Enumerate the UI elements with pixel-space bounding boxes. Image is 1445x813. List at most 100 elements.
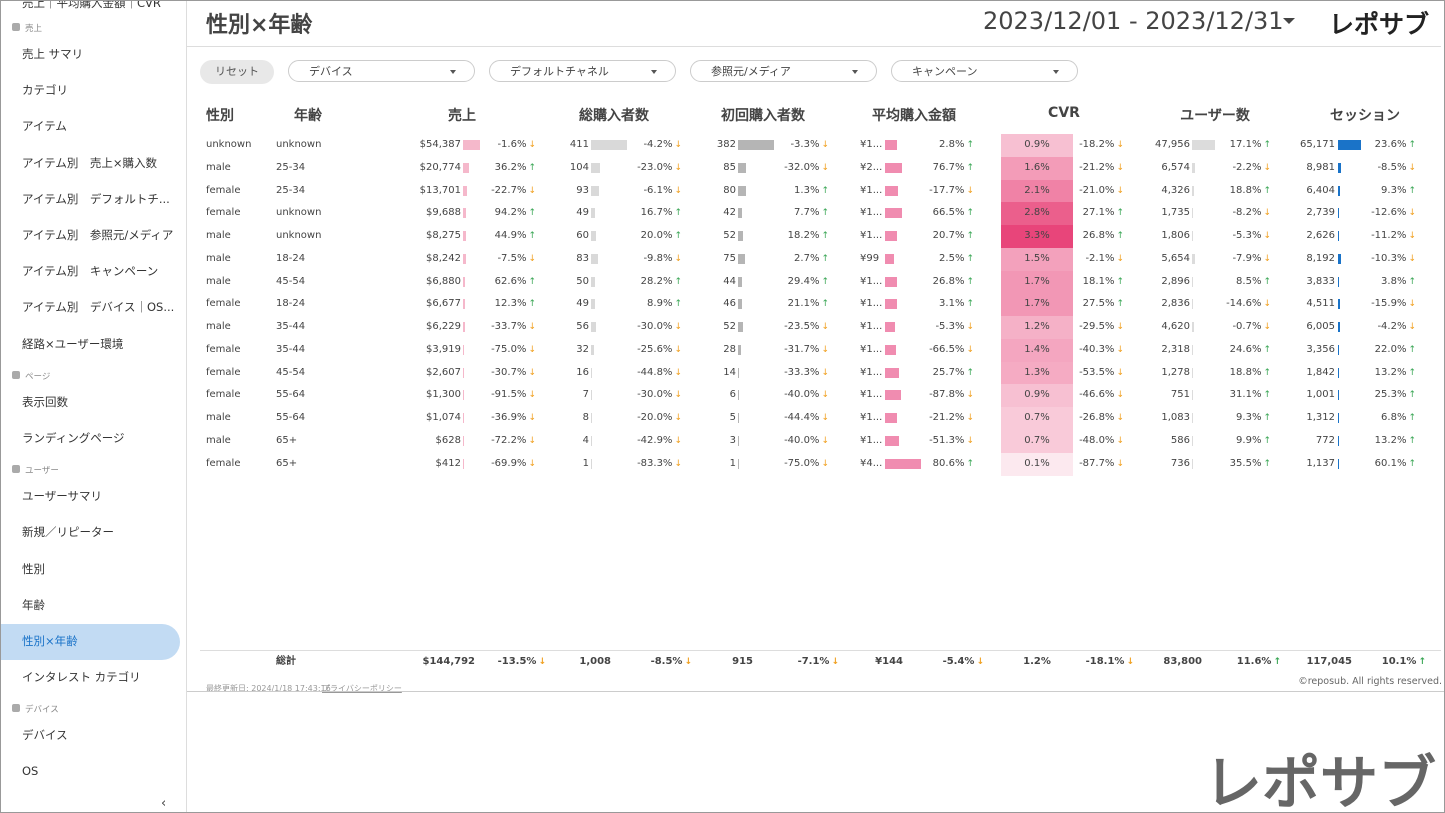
value-cell: 4 <box>582 434 589 446</box>
sidebar-item[interactable]: 表示回数 <box>22 394 68 409</box>
value-cell: 1,137 <box>1306 457 1335 469</box>
down-arrow: ↓ <box>1116 390 1124 401</box>
total-label: 総計 <box>276 656 296 667</box>
value-cell: 4,620 <box>1161 321 1190 332</box>
inline-bar <box>738 208 742 219</box>
cvr-heat-cell <box>1001 407 1073 430</box>
value-cell: 8 <box>582 412 589 423</box>
inline-bar <box>1192 140 1215 150</box>
down-arrow: ↓ <box>1126 657 1134 667</box>
down-arrow: ↓ <box>1116 253 1124 264</box>
inline-bar <box>463 231 466 241</box>
column-header: 初回購入者数 <box>721 108 805 124</box>
value-cell: 2,318 <box>1161 343 1190 355</box>
column-header: 総購入者数 <box>579 108 649 124</box>
value-cell: 586 <box>1170 434 1190 446</box>
filter-dropdown[interactable]: デフォルトチャネル <box>489 60 676 82</box>
up-arrow: ↑ <box>528 162 536 173</box>
change-value: 29.4% ↑ <box>787 275 829 287</box>
inline-bar <box>463 390 464 401</box>
inline-bar <box>885 208 903 219</box>
sidebar-item[interactable]: ランディングページ <box>22 431 125 445</box>
down-arrow: ↓ <box>821 322 829 332</box>
page-title: 性別×年齢 <box>206 13 313 38</box>
change-value: 35.5% ↑ <box>1229 457 1271 469</box>
cvr-cell: 1.7% <box>1024 298 1050 310</box>
inline-bar <box>1338 367 1339 378</box>
sidebar-item[interactable]: 性別 <box>22 561 45 576</box>
change-value: 31.1% ↑ <box>1229 389 1271 401</box>
up-arrow: ↑ <box>1408 458 1416 469</box>
change-value: -31.7% ↓ <box>784 343 829 355</box>
cvr-heat-cell <box>1001 361 1073 385</box>
inline-bar <box>1192 458 1193 469</box>
change-value: -18.2% ↓ <box>1079 139 1124 150</box>
gender-cell: male <box>206 230 231 241</box>
inline-bar <box>591 390 592 401</box>
sidebar-item[interactable]: カテゴリ <box>22 83 68 98</box>
filter-dropdown[interactable]: デバイス <box>288 60 475 82</box>
sidebar-item[interactable]: インタレスト カテゴリ <box>22 670 141 685</box>
inline-bar <box>591 322 596 332</box>
cvr-cell: 3.3% <box>1024 230 1050 241</box>
sidebar-item[interactable]: 性別×年齢 <box>22 634 78 648</box>
change-value: 8.9% ↑ <box>647 298 682 310</box>
up-arrow: ↑ <box>966 140 974 150</box>
sidebar-item[interactable]: 売上 サマリ <box>22 47 84 61</box>
value-cell: 751 <box>1170 389 1190 401</box>
down-arrow: ↓ <box>821 413 829 423</box>
age-cell: 65+ <box>276 434 298 446</box>
down-arrow: ↓ <box>821 140 829 150</box>
section-icon <box>12 370 20 379</box>
filter-dropdown[interactable]: 参照元/メディア <box>690 60 877 82</box>
value-cell: 2,836 <box>1161 298 1190 310</box>
down-arrow: ↓ <box>674 413 682 423</box>
value-cell: 8,192 <box>1306 252 1335 264</box>
cvr-heat-cell <box>1001 225 1073 248</box>
change-value: 9.3% ↑ <box>1236 412 1271 423</box>
sidebar-item[interactable]: アイテム別 売上×購入数 <box>22 155 157 170</box>
value-cell: 1 <box>729 457 736 469</box>
sidebar-item[interactable]: アイテム別 デフォルトチ... <box>22 191 170 206</box>
down-arrow: ↓ <box>1116 367 1124 378</box>
change-value: 20.7% ↑ <box>932 230 974 241</box>
inline-bar <box>463 413 464 423</box>
sidebar-item[interactable]: OS <box>22 763 39 778</box>
column-header: ユーザー数 <box>1180 108 1250 124</box>
sidebar-item[interactable]: アイテム別 デバイス｜OS... <box>22 300 175 315</box>
inline-bar <box>738 276 743 287</box>
up-arrow: ↑ <box>1408 367 1416 378</box>
value-cell: $1,074 <box>426 412 461 423</box>
cvr-cell: 1.7% <box>1024 275 1050 287</box>
reset-button[interactable]: リセット <box>200 60 274 84</box>
collapse-button[interactable]: ‹ <box>161 796 167 811</box>
value-cell: 3,356 <box>1306 343 1335 355</box>
sidebar-item[interactable]: 売上｜平均購入金額｜CVR <box>22 0 161 10</box>
sidebar-item[interactable]: アイテム <box>22 119 67 134</box>
inline-bar <box>463 253 466 264</box>
date-range[interactable]: 2023/12/01 - 2023/12/31 <box>983 7 1284 35</box>
down-arrow: ↓ <box>966 390 974 401</box>
sidebar-item[interactable]: 経路×ユーザー環境 <box>22 336 124 351</box>
cvr-cell: 0.7% <box>1024 434 1050 446</box>
change-value: -30.7% ↓ <box>491 366 536 378</box>
sidebar-item[interactable]: アイテム別 キャンペーン <box>22 264 159 279</box>
down-arrow: ↓ <box>528 253 536 264</box>
gender-cell: female <box>206 343 241 355</box>
filter-dropdown[interactable]: キャンペーン <box>891 60 1078 82</box>
up-arrow: ↑ <box>966 231 974 241</box>
sidebar-item[interactable]: 新規／リピーター <box>22 525 114 540</box>
sidebar-item[interactable]: ユーザーサマリ <box>22 489 103 504</box>
sidebar-item[interactable]: アイテム別 参照元/メディア <box>22 228 174 242</box>
sidebar-item[interactable]: デバイス <box>22 728 68 743</box>
privacy-link[interactable]: プライバシーポリシー <box>322 684 402 693</box>
change-value: 26.8% ↑ <box>932 275 974 287</box>
date-caret[interactable] <box>1283 18 1295 24</box>
age-cell: 65+ <box>276 457 298 469</box>
sidebar-item[interactable]: 年齢 <box>22 597 45 612</box>
inline-bar <box>738 299 743 310</box>
down-arrow: ↓ <box>674 253 682 264</box>
cvr-cell: 0.7% <box>1024 412 1050 423</box>
column-header: CVR <box>1048 105 1080 121</box>
up-arrow: ↑ <box>1116 208 1124 219</box>
